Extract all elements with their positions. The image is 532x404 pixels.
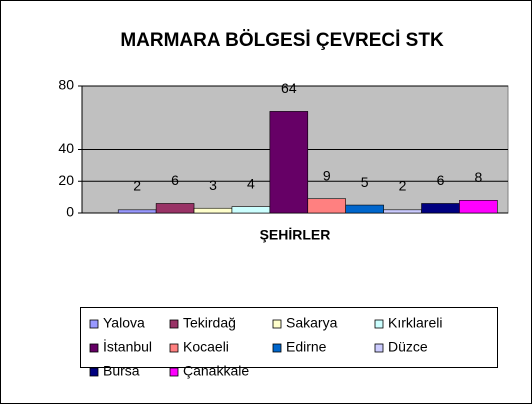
- legend-box: [80, 307, 498, 368]
- legend-label: Yalova: [103, 315, 145, 331]
- legend-label: Düzce: [388, 339, 428, 355]
- legend-swatch: [169, 343, 179, 353]
- bar: [231, 206, 271, 214]
- bar: [345, 204, 384, 214]
- bar: [155, 203, 195, 214]
- legend-swatch: [374, 343, 384, 353]
- legend-swatch: [272, 319, 282, 329]
- data-label: 9: [323, 167, 331, 183]
- data-label: 4: [247, 175, 255, 191]
- y-tick-label: 40: [58, 140, 74, 156]
- legend-label: Çanakkale: [183, 363, 249, 379]
- bar: [269, 111, 309, 214]
- legend-label: Sakarya: [286, 315, 338, 331]
- y-tick-label: 80: [58, 77, 74, 93]
- legend-label: Bursa: [103, 363, 140, 379]
- legend-swatch: [89, 319, 99, 329]
- bar: [421, 203, 460, 214]
- bar: [307, 198, 346, 214]
- bar: [383, 209, 422, 214]
- bar: [193, 207, 233, 214]
- data-label: 3: [209, 177, 217, 193]
- x-tick-label: ŞEHİRLER: [260, 227, 331, 243]
- legend-label: İstanbul: [103, 338, 152, 355]
- legend-label: Tekirdağ: [183, 315, 236, 331]
- data-label: 6: [437, 172, 445, 188]
- legend-swatch: [272, 343, 282, 353]
- legend-swatch: [169, 319, 179, 329]
- data-label: 2: [133, 178, 141, 194]
- legend-label: Kırklareli: [388, 315, 442, 331]
- y-tick-label: 20: [58, 172, 74, 188]
- legend-swatch: [374, 319, 384, 329]
- legend-swatch: [89, 343, 99, 353]
- chart-title: MARMARA BÖLGESİ ÇEVRECİ STK: [120, 30, 444, 51]
- legend-label: Kocaeli: [183, 339, 229, 355]
- data-label: 8: [474, 169, 482, 185]
- legend-swatch: [89, 367, 99, 377]
- bar: [459, 200, 498, 214]
- y-tick-label: 0: [66, 204, 74, 220]
- legend-swatch: [169, 367, 179, 377]
- data-label: 2: [399, 178, 407, 194]
- data-label: 64: [281, 80, 297, 96]
- data-label: 6: [171, 172, 179, 188]
- legend-label: Edirne: [286, 339, 327, 355]
- bar: [117, 209, 157, 214]
- data-label: 5: [361, 174, 369, 190]
